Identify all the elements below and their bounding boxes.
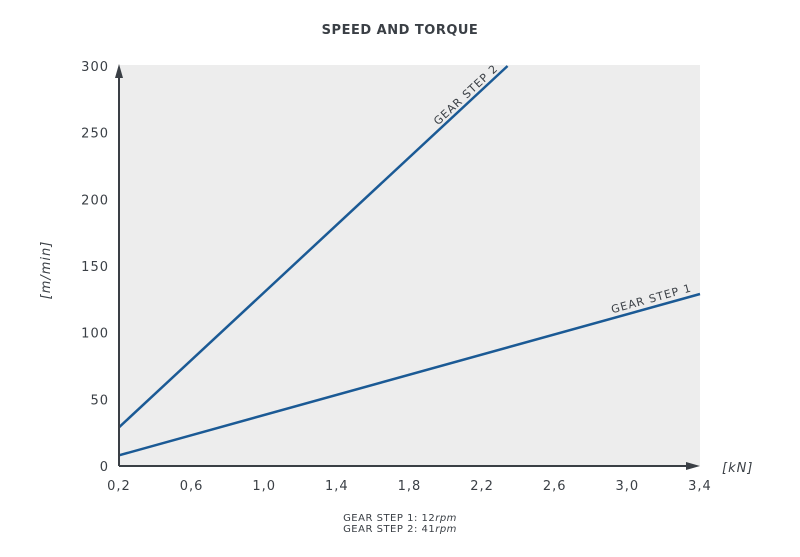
y-tick-label: 150 bbox=[81, 260, 109, 275]
x-tick-label: 1,0 bbox=[252, 479, 276, 494]
y-tick-label: 50 bbox=[90, 393, 109, 408]
y-tick-label: 200 bbox=[81, 193, 109, 208]
x-tick-label: 1,4 bbox=[325, 479, 349, 494]
series-line-gear-step-1 bbox=[118, 292, 701, 457]
plot-area bbox=[119, 65, 700, 466]
x-tick-label: 0,6 bbox=[180, 479, 204, 494]
x-tick-label: 3,4 bbox=[688, 479, 712, 494]
y-axis-ticks: 0 50 100 150 200 250 300 bbox=[81, 60, 109, 475]
y-axis-arrow-icon bbox=[115, 64, 123, 78]
y-tick-label: 100 bbox=[81, 327, 109, 342]
y-tick-label: 250 bbox=[81, 127, 109, 142]
y-axis-label: [m/min] bbox=[39, 241, 54, 300]
x-tick-label: 2,2 bbox=[470, 479, 494, 494]
x-axis-arrow-icon bbox=[686, 462, 700, 470]
x-tick-label: 2,6 bbox=[543, 479, 567, 494]
x-tick-label: 0,2 bbox=[107, 479, 131, 494]
series-line-gear-step-2 bbox=[118, 65, 509, 429]
chart-title: SPEED AND TORQUE bbox=[321, 23, 479, 38]
footnote-line-1: GEAR STEP 1: 12rpm bbox=[343, 513, 457, 524]
x-axis-label: [kN] bbox=[722, 461, 753, 476]
y-tick-label: 300 bbox=[81, 60, 109, 75]
x-axis-ticks: 0,2 0,6 1,0 1,4 1,8 2,2 2,6 3,0 3,4 bbox=[107, 479, 712, 494]
y-tick-label: 0 bbox=[100, 460, 109, 475]
footnote-line-2: GEAR STEP 2: 41rpm bbox=[343, 524, 457, 535]
x-tick-label: 1,8 bbox=[398, 479, 422, 494]
gear-step-footnote: GEAR STEP 1: 12rpm GEAR STEP 2: 41rpm bbox=[0, 513, 800, 535]
x-tick-label: 3,0 bbox=[616, 479, 640, 494]
